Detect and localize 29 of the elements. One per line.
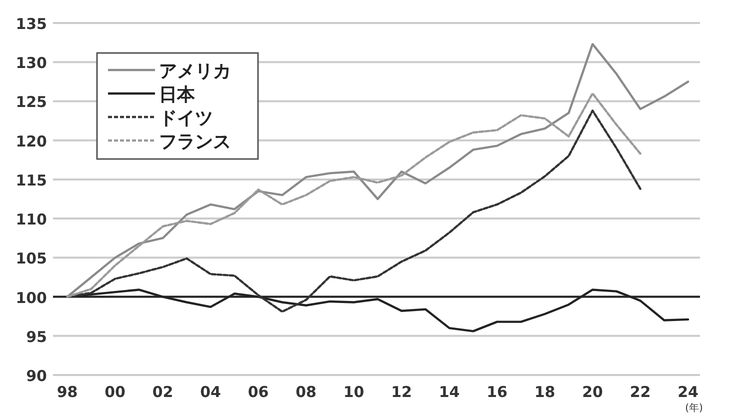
- y-tick-label: 110: [16, 210, 47, 229]
- x-tick-label: 18: [534, 383, 556, 401]
- x-tick-label: 20: [582, 383, 603, 401]
- legend-label: ドイツ: [159, 108, 213, 129]
- y-tick-label: 100: [16, 288, 47, 307]
- legend-label: アメリカ: [159, 61, 231, 82]
- y-tick-label: 120: [16, 132, 47, 150]
- legend-label: フランス: [159, 132, 231, 152]
- y-tick-label: 90: [26, 367, 47, 385]
- y-tick-label: 105: [16, 250, 47, 268]
- x-tick-label: 98: [56, 383, 78, 401]
- x-tick-label: 00: [104, 383, 126, 401]
- x-tick-label: 14: [438, 383, 460, 401]
- y-tick-label: 135: [16, 15, 47, 33]
- x-tick-label: 22: [630, 383, 651, 401]
- y-tick-label: 95: [26, 328, 47, 346]
- x-tick-label: 08: [296, 383, 317, 401]
- y-tick-label: 130: [16, 54, 47, 72]
- x-tick-label: 04: [200, 383, 222, 401]
- y-tick-label: 115: [16, 171, 47, 190]
- legend-label: 日本: [159, 84, 196, 106]
- x-tick-label: 02: [152, 383, 174, 401]
- y-tick-label: 125: [16, 93, 47, 112]
- x-tick-label: 16: [486, 383, 508, 401]
- x-tick-label: 12: [391, 383, 412, 401]
- x-tick-label: 10: [343, 383, 364, 401]
- x-tick-label: 06: [248, 383, 269, 401]
- x-axis-title: (年): [685, 402, 703, 413]
- x-tick-label: 24: [678, 383, 698, 401]
